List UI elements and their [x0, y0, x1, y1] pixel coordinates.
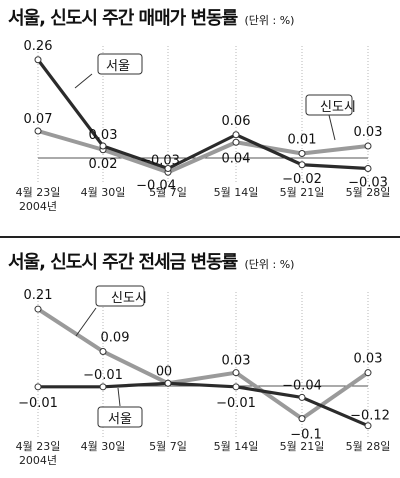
panel-divider [0, 236, 400, 238]
series-line-1 [37, 129, 369, 175]
chart-title: 서울, 신도시 주간 매매가 변동률 (단위 : %) [8, 4, 294, 30]
data-label: −0.01 [216, 396, 256, 411]
legend-box [305, 94, 353, 116]
x-tick-label: 5월 7일 [149, 185, 187, 199]
chart-panel-jeonse: 서울, 신도시 주간 전세금 변동률 (단위 : %) 4월 23일 4월 30일… [0, 236, 400, 478]
data-point [298, 393, 306, 401]
data-label: 0 [156, 364, 164, 379]
data-label: 0.06 [222, 114, 251, 129]
x-tick-label: 5월 28일 [346, 185, 391, 199]
data-point [364, 369, 372, 377]
legend-label: 서울 [108, 412, 132, 427]
series-line-1 [36, 307, 370, 421]
data-label: −0.03 [140, 154, 180, 169]
data-point [164, 379, 172, 387]
x-tick-label: 5월 21일 [280, 439, 325, 453]
chart-unit: (단위 : %) [244, 14, 295, 27]
line-chart-jeonse: 4월 23일 4월 30일 5월 7일 5월 14일 5월 21일 5월 28일 2004년… [16, 285, 391, 467]
data-label: 0.09 [101, 330, 130, 345]
data-point [232, 138, 240, 146]
data-label: 0.21 [24, 288, 53, 303]
x-tick-label: 4월 30일 [81, 439, 126, 453]
data-point [298, 161, 306, 169]
data-point [34, 56, 42, 64]
data-point [232, 131, 240, 139]
x-tick-label: 4월 23일 [16, 439, 61, 453]
chart-title-text: 서울, 신도시 주간 전세금 변동률 [8, 252, 238, 273]
data-label: 0.03 [89, 128, 118, 143]
data-label: −0.04 [282, 378, 322, 393]
data-point [164, 165, 172, 172]
data-label: 0.07 [24, 112, 53, 127]
data-label: −0.03 [348, 176, 388, 191]
data-point [298, 150, 306, 157]
data-label: −0.12 [350, 409, 390, 424]
line-chart-sale: 4월 23일 4월 30일 5월 7일 5월 14일 5월 21일 5월 28일 2004년… [16, 39, 391, 213]
chart-unit: (단위 : %) [244, 258, 295, 271]
data-point [364, 422, 372, 430]
data-point [99, 347, 107, 355]
year-label: 2004년 [19, 200, 57, 213]
data-point [34, 383, 42, 391]
chart-panel-sale: 서울, 신도시 주간 매매가 변동률 (단위 : %) 4월 23일 4월 30일… [0, 0, 400, 236]
data-label: 0.02 [89, 157, 118, 172]
x-tick-label: 5월 7일 [149, 439, 187, 453]
data-point [232, 369, 240, 377]
data-label: 0.04 [222, 151, 251, 166]
data-label: −0.01 [83, 368, 123, 383]
legend-leader [117, 387, 121, 407]
data-label: 0 [164, 364, 172, 379]
data-point [34, 127, 42, 135]
x-tick-label: 5월 14일 [214, 185, 259, 199]
data-point [364, 142, 372, 150]
data-point [298, 415, 306, 423]
data-point [364, 165, 372, 172]
x-tick-label: 4월 30일 [81, 185, 126, 199]
legend-leader [74, 73, 93, 89]
x-tick-label: 4월 23일 [16, 185, 61, 199]
data-point [232, 383, 240, 391]
data-label: 0.03 [222, 354, 251, 369]
chart-title: 서울, 신도시 주간 전세금 변동률 (단위 : %) [8, 248, 294, 274]
data-label: −0.01 [18, 396, 58, 411]
legend-label: 신도시 [111, 291, 147, 306]
data-point [99, 383, 107, 391]
legend-label: 신도시 [320, 100, 356, 115]
legend-box [97, 53, 143, 75]
year-label: 2004년 [19, 454, 57, 467]
legend-box [97, 406, 143, 428]
data-label: 0.26 [24, 39, 53, 54]
data-label: 0.03 [354, 352, 383, 367]
data-point [34, 305, 42, 313]
series-line-0 [38, 381, 369, 428]
x-tick-label: 5월 28일 [346, 439, 391, 453]
x-tick-label: 5월 14일 [214, 439, 259, 453]
data-label: 0.01 [288, 133, 317, 148]
x-tick-label: 5월 21일 [280, 185, 325, 199]
legend-label: 서울 [106, 59, 130, 74]
data-label: 0.03 [354, 125, 383, 140]
series-line-0 [36, 58, 369, 171]
chart-title-text: 서울, 신도시 주간 매매가 변동률 [8, 8, 238, 29]
legend-leader [328, 114, 336, 141]
data-point [99, 142, 107, 150]
legend-leader [75, 307, 97, 337]
data-label: −0.1 [290, 428, 322, 443]
data-label: −0.04 [136, 178, 176, 193]
legend-box [95, 285, 145, 307]
data-label: −0.02 [282, 172, 322, 187]
